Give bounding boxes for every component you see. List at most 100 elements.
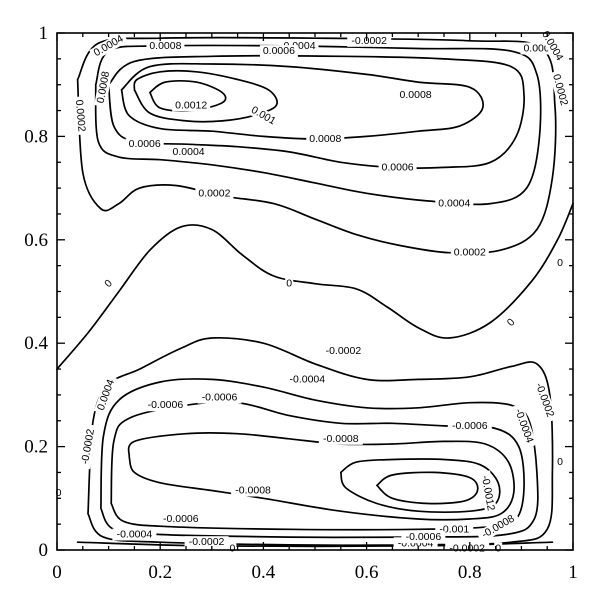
- contour-label: 0.0008: [400, 89, 432, 101]
- contour-label: -0.0002: [351, 35, 387, 47]
- contour-label: 0.0002: [73, 99, 88, 132]
- contour-line: [127, 432, 515, 521]
- contour-label: -0.0002: [189, 536, 225, 548]
- contour-label: 0.0008: [309, 133, 341, 145]
- contour-label: 0.0002: [454, 247, 486, 259]
- contour-label-background: [396, 89, 435, 101]
- contour-label: -0.0012: [479, 475, 497, 512]
- contour-label-background: [510, 403, 538, 449]
- x-tick-label: 0.8: [458, 562, 482, 583]
- contour-label: 0: [286, 278, 292, 290]
- contour-label-background: [172, 99, 211, 112]
- contour-line: [76, 36, 557, 255]
- contour-label-background: [306, 133, 345, 145]
- x-tick-label: 0.6: [355, 562, 379, 583]
- contour-label-background: [435, 197, 474, 210]
- contour-label: 0.0006: [263, 45, 295, 57]
- contour-label: 0.0012: [175, 99, 207, 111]
- contour-label-background: [347, 34, 392, 47]
- contour-label: 0: [495, 542, 501, 554]
- contour-label: 0.0004: [173, 146, 205, 158]
- contour-line: [149, 79, 227, 112]
- contour-label: -0.0002: [449, 542, 485, 554]
- contour-label-background: [143, 399, 188, 412]
- contour-line: [110, 401, 525, 531]
- x-tick-label: 1: [568, 562, 578, 583]
- contour-label-background: [93, 374, 119, 415]
- contour-label: 0: [229, 542, 235, 554]
- contour-label-background: [246, 102, 281, 129]
- contour-label-background: [228, 542, 237, 555]
- contour-label-background: [94, 67, 113, 108]
- contour-line: [100, 378, 539, 539]
- contour-label-background: [259, 45, 298, 58]
- contour-label-background: [447, 419, 492, 432]
- contour-label-background: [556, 257, 565, 270]
- contour-label: 0.0004: [438, 198, 470, 210]
- contour-line: [87, 336, 554, 547]
- y-tick-label: 1: [39, 23, 49, 44]
- contour-label: -0.0008: [235, 485, 271, 497]
- contour-line: [56, 202, 574, 370]
- contour-label: 0.0008: [149, 40, 181, 52]
- contour-label: -0.0006: [202, 392, 238, 404]
- contour-label: -0.0004: [289, 373, 325, 385]
- contour-label-background: [285, 277, 294, 290]
- contour-label-background: [378, 161, 417, 174]
- y-tick-label: 0: [39, 540, 49, 561]
- contour-label: -0.0006: [406, 531, 442, 543]
- contour-line: [376, 471, 479, 505]
- x-tick-label: 0.4: [252, 562, 276, 583]
- contour-label-background: [112, 528, 157, 541]
- contour-label: 0.0006: [129, 138, 161, 150]
- contour-label-background: [478, 470, 498, 516]
- contour-label-background: [78, 423, 98, 470]
- y-tick-label: 0.2: [24, 437, 48, 458]
- contour-label-background: [54, 487, 63, 500]
- contour-label-background: [197, 391, 242, 404]
- x-axis-tick-labels: 0 0.2 0.4 0.6 0.8 1: [52, 562, 578, 583]
- contour-label-background: [231, 484, 276, 497]
- contour-label: -0.0006: [148, 399, 184, 411]
- contour-label-background: [72, 96, 88, 136]
- contour-lines: [56, 36, 574, 548]
- contour-label-background: [445, 542, 490, 555]
- x-tick-label: 0.2: [148, 562, 172, 583]
- contour-label-background: [158, 513, 203, 525]
- contour-label-background: [195, 187, 234, 200]
- contour-label-background: [531, 377, 558, 423]
- contour-label-background: [285, 373, 330, 386]
- contour-label-background: [476, 510, 521, 543]
- contour-label: -0.001: [439, 523, 469, 535]
- x-tick-label: 0: [52, 562, 62, 583]
- contour-label-background: [318, 432, 363, 445]
- y-axis-tick-labels: 0 0.2 0.4 0.6 0.8 1: [24, 23, 48, 561]
- contour-label: 0: [56, 487, 62, 499]
- contour-label: 0: [557, 456, 563, 468]
- y-tick-label: 0.4: [24, 333, 48, 354]
- contour-label: -0.0008: [480, 513, 517, 541]
- contour-label-background: [537, 26, 568, 66]
- contour-label: -0.0006: [452, 420, 488, 432]
- contour-line: [339, 458, 501, 514]
- contour-label-background: [146, 39, 185, 52]
- contour-label-background: [321, 345, 366, 357]
- contour-label: -0.0006: [163, 513, 199, 525]
- contour-label: 0.0002: [198, 187, 230, 199]
- contour-label-background: [549, 69, 571, 110]
- contour-line: [120, 62, 484, 140]
- contour-label-background: [494, 542, 503, 555]
- contour-label-background: [101, 276, 116, 291]
- contour-label-background: [450, 246, 489, 259]
- contour-label-background: [169, 145, 208, 158]
- y-tick-label: 0.6: [24, 230, 48, 251]
- contour-label-background: [125, 138, 164, 151]
- axis-ticks: [56, 32, 574, 551]
- contour-label: 0.0008: [95, 70, 112, 104]
- contour-label-background: [556, 456, 565, 469]
- contour-label: -0.0002: [326, 345, 362, 357]
- contour-label: -0.0008: [323, 433, 359, 445]
- contour-line: [133, 69, 278, 123]
- contour-label-background: [89, 31, 129, 61]
